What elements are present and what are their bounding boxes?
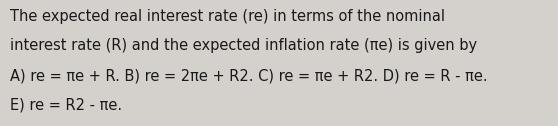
Text: A) re = πe + R. B) re = 2πe + R2. C) re = πe + R2. D) re = R - πe.: A) re = πe + R. B) re = 2πe + R2. C) re … (10, 68, 488, 83)
Text: E) re = R2 - πe.: E) re = R2 - πe. (10, 98, 122, 113)
Text: The expected real interest rate (re) in terms of the nominal: The expected real interest rate (re) in … (10, 9, 445, 24)
Text: interest rate (R) and the expected inflation rate (πe) is given by: interest rate (R) and the expected infla… (10, 38, 477, 53)
